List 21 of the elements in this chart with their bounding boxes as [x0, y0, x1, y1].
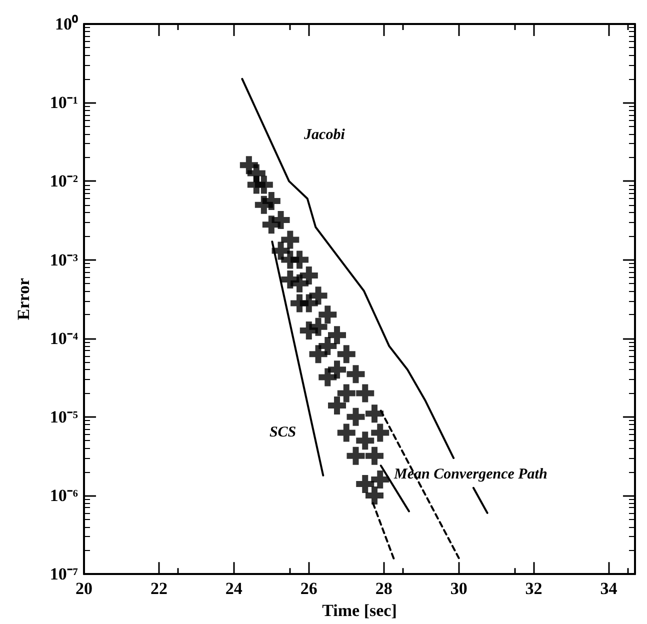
x-tick-label: 20 [76, 579, 92, 598]
x-tick-label: 30 [450, 579, 468, 598]
x-tick-label: 28 [375, 579, 392, 598]
series-label: SCS [269, 424, 296, 440]
y-tick-label: 10⁰ [55, 14, 78, 34]
y-tick-label: 10⁻⁶ [50, 486, 78, 506]
x-axis-title: Time [sec] [322, 601, 397, 620]
y-tick-label: 10⁻⁴ [50, 328, 78, 348]
x-tick-label: 26 [300, 579, 318, 598]
y-tick-label: 10⁻³ [50, 250, 78, 270]
x-tick-label: 24 [225, 579, 243, 598]
y-tick-label: 10⁻⁷ [50, 564, 78, 584]
series-label: Mean Convergence Path [392, 466, 548, 482]
y-tick-label: 10⁻⁵ [50, 407, 78, 426]
y-tick-label: 10⁻² [50, 172, 78, 191]
x-tick-label: 34 [600, 579, 618, 598]
series-label: Jacobi [303, 127, 346, 144]
x-tick-label: 32 [525, 579, 542, 598]
x-tick-label: 22 [150, 579, 168, 598]
y-axis-title: Error [14, 278, 33, 320]
y-tick-label: 10⁻¹ [50, 93, 78, 112]
